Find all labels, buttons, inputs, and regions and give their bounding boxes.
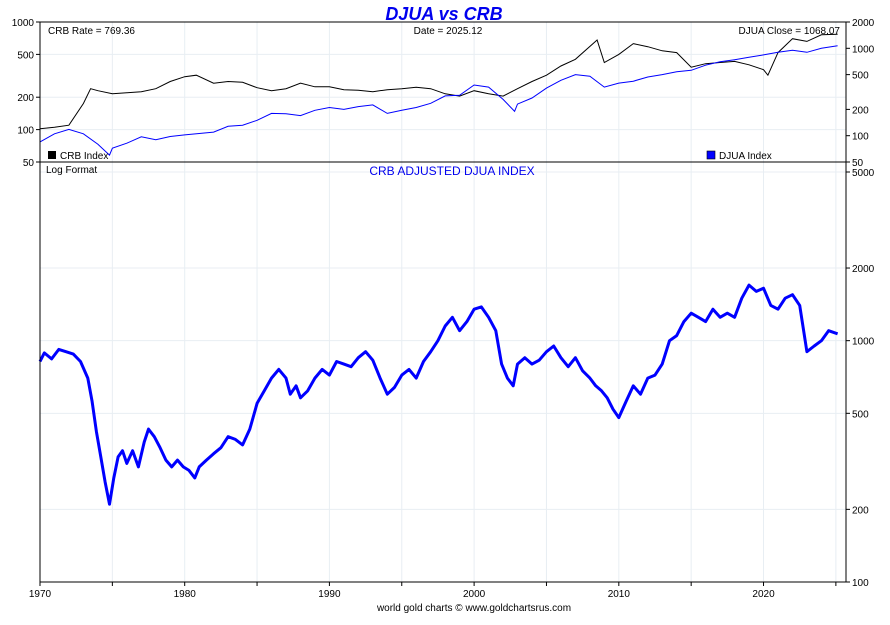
top-left-y-label: 100: [17, 126, 34, 137]
x-tick-label: 1970: [29, 589, 52, 600]
crb-adjusted-djua-line: [38, 283, 839, 506]
crb-index-line: [39, 33, 838, 130]
top-left-y-label: 50: [23, 158, 35, 169]
bottom-right-y-label: 5000: [852, 168, 875, 179]
bottom-right-y-label: 200: [852, 505, 869, 516]
x-tick-label: 1990: [318, 589, 341, 600]
crb-legend-swatch: [48, 151, 56, 159]
crb-rate-readout: CRB Rate = 769.36: [48, 26, 135, 37]
crb-legend-label: CRB Index: [60, 151, 108, 162]
x-tick-label: 2010: [608, 589, 631, 600]
x-axis: 1970 1980 1990 2000 2010 2020: [29, 582, 837, 600]
top-right-y-label: 1000: [852, 44, 875, 55]
x-tick-label: 2020: [752, 589, 775, 600]
top-right-y-label: 2000: [852, 18, 875, 29]
bottom-right-y-label: 100: [852, 578, 869, 589]
top-right-y-label: 500: [852, 71, 869, 82]
top-panel-grid: [39, 21, 846, 163]
bottom-right-y-axis: 5000 2000 1000 500 200 100: [846, 168, 875, 589]
top-right-y-label: 100: [852, 132, 869, 143]
bottom-right-y-label: 1000: [852, 337, 875, 348]
bottom-panel-frame: [39, 161, 847, 583]
top-right-y-axis: 2000 1000 500 200 100 50: [846, 18, 875, 169]
bottom-chart-title: CRB ADJUSTED DJUA INDEX: [369, 164, 534, 178]
bottom-right-y-label: 2000: [852, 264, 875, 275]
top-panel-lines: [39, 33, 838, 156]
footer-credit: world gold charts © www.goldchartsrus.co…: [376, 603, 571, 614]
chart-title: DJUA vs CRB: [385, 4, 502, 24]
djua-close-readout: DJUA Close = 1068.07: [739, 26, 841, 37]
log-format-note: Log Format: [46, 165, 97, 176]
bottom-panel-grid: [39, 162, 846, 583]
bottom-panel-lines: [38, 283, 839, 506]
date-readout: Date = 2025.12: [414, 26, 483, 37]
djua-legend-label: DJUA Index: [719, 151, 772, 162]
djua-index-line: [39, 45, 838, 156]
bottom-right-y-label: 500: [852, 409, 869, 420]
top-left-y-label: 1000: [12, 18, 35, 29]
top-left-y-axis: 1000 500 200 100 50: [12, 18, 40, 169]
x-tick-label: 2000: [463, 589, 486, 600]
top-left-y-label: 500: [17, 50, 34, 61]
top-right-y-label: 200: [852, 105, 869, 116]
x-tick-label: 1980: [174, 589, 197, 600]
top-right-y-label: 50: [852, 158, 864, 169]
top-left-y-label: 200: [17, 93, 34, 104]
djua-legend-swatch: [706, 150, 716, 160]
top-panel-frame: [39, 21, 847, 163]
